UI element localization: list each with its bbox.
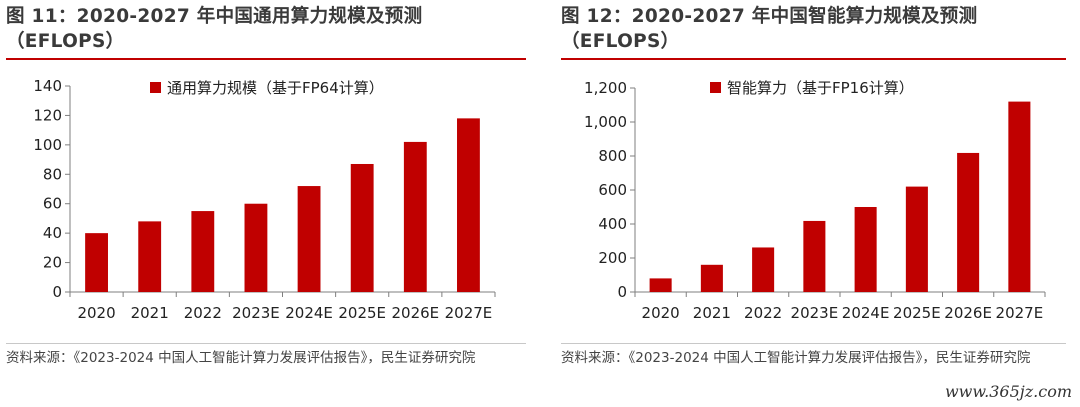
x-tick-label: 2020 bbox=[77, 304, 115, 322]
y-tick-label: 1,200 bbox=[584, 79, 627, 97]
x-tick-label: 2026E bbox=[391, 304, 439, 322]
x-tick-label: 2020 bbox=[642, 304, 680, 322]
y-tick-label: 40 bbox=[43, 224, 62, 242]
x-tick-label: 2025E bbox=[338, 304, 386, 322]
x-tick-label: 2025E bbox=[893, 304, 941, 322]
y-tick-label: 0 bbox=[617, 283, 627, 301]
y-tick-label: 140 bbox=[33, 77, 62, 95]
title-divider bbox=[6, 58, 526, 60]
figure-12-panel: 图 12：2020-2027 年中国智能算力规模及预测（EFLOPS） 0 200… bbox=[555, 0, 1080, 407]
bar-2021 bbox=[700, 264, 723, 292]
figure-title: 图 11：2020-2027 年中国通用算力规模及预测（EFLOPS） bbox=[6, 6, 423, 52]
y-tick-label: 80 bbox=[43, 165, 62, 183]
x-tick-label: 2024E bbox=[285, 304, 333, 322]
bar-2027E bbox=[457, 118, 480, 292]
bar-2022 bbox=[752, 247, 775, 292]
bar-2026E bbox=[957, 152, 980, 292]
figure-11-panel: 图 11：2020-2027 年中国通用算力规模及预测（EFLOPS） 0 20 4… bbox=[6, 6, 526, 366]
bar-2024E bbox=[297, 186, 321, 292]
bar-2025E bbox=[905, 186, 928, 292]
bar-2025E bbox=[350, 163, 374, 292]
y-tick-label: 120 bbox=[33, 106, 62, 124]
legend-label: 智能算力（基于FP16计算） bbox=[727, 79, 914, 97]
watermark: www.365jz.com bbox=[944, 382, 1072, 401]
y-tick-label: 0 bbox=[52, 283, 62, 301]
legend-label: 通用算力规模（基于FP64计算） bbox=[167, 79, 384, 97]
x-tick-label: 2021 bbox=[131, 304, 169, 322]
x-tick-label: 2022 bbox=[744, 304, 782, 322]
x-tick-label: 2027E bbox=[445, 304, 493, 322]
y-tick-label: 600 bbox=[598, 181, 627, 199]
x-tick-label: 2021 bbox=[693, 304, 731, 322]
x-tick-label: 2024E bbox=[842, 304, 890, 322]
source-divider bbox=[6, 343, 526, 344]
bar-2022 bbox=[191, 211, 215, 292]
y-tick-label: 400 bbox=[598, 215, 627, 233]
source-note: 资料来源：《2023-2024 中国人工智能计算力发展评估报告》，民生证券研究院 bbox=[561, 350, 1031, 366]
source-divider bbox=[561, 343, 1066, 344]
title-divider bbox=[561, 58, 1066, 60]
bar-2021 bbox=[138, 221, 162, 292]
bar-2024E bbox=[854, 207, 877, 292]
source-note: 资料来源：《2023-2024 中国人工智能计算力发展评估报告》，民生证券研究院 bbox=[6, 350, 476, 366]
bar-2020 bbox=[85, 233, 108, 292]
y-tick-label: 1,000 bbox=[584, 113, 627, 131]
y-tick-label: 20 bbox=[43, 254, 62, 272]
legend-swatch bbox=[710, 82, 721, 93]
figure-title: 图 12：2020-2027 年中国智能算力规模及预测（EFLOPS） bbox=[561, 6, 978, 52]
x-tick-label: 2023E bbox=[791, 304, 839, 322]
bar-2026E bbox=[403, 141, 427, 292]
y-tick-label: 60 bbox=[43, 195, 62, 213]
intelligent-compute-bar-chart: 0 200 400 600 800 1,000 1,200 2020 2021 2022 2023E… bbox=[584, 79, 1046, 322]
bar-2023E bbox=[803, 220, 826, 292]
bar-2023E bbox=[244, 203, 268, 292]
bar-2020 bbox=[649, 278, 672, 292]
general-compute-bar-chart: 0 20 40 60 80 100 120 140 2020 2021 2022 2023E 2024E… bbox=[33, 77, 496, 322]
x-tick-label: 2026E bbox=[944, 304, 992, 322]
x-tick-label: 2023E bbox=[232, 304, 280, 322]
x-tick-label: 2027E bbox=[996, 304, 1044, 322]
bar-2027E bbox=[1008, 101, 1031, 292]
y-tick-label: 200 bbox=[598, 249, 627, 267]
legend-swatch bbox=[150, 82, 161, 93]
y-tick-label: 800 bbox=[598, 147, 627, 165]
y-tick-label: 100 bbox=[33, 136, 62, 154]
x-tick-label: 2022 bbox=[184, 304, 222, 322]
